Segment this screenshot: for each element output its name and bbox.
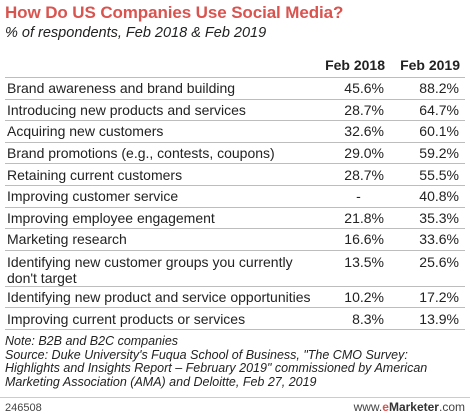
value-feb-2018: 8.3% (315, 307, 390, 330)
brand-suffix: .com (438, 400, 465, 414)
value-feb-2018: 16.6% (315, 228, 390, 251)
value-feb-2018: 45.6% (315, 77, 390, 100)
chart-id: 246508 (5, 402, 42, 414)
value-feb-2019: 60.1% (390, 120, 465, 143)
column-header-feb-2019: Feb 2019 (390, 53, 465, 78)
value-feb-2018: 32.6% (315, 120, 390, 143)
value-feb-2019: 33.6% (390, 228, 465, 251)
table-row: Brand awareness and brand building 45.6% 8… (5, 77, 465, 100)
brand-prefix: www. (353, 400, 383, 414)
notes: Note: B2B and B2C companies Source: Duke… (5, 334, 465, 389)
row-label: Introducing new products and services (5, 99, 315, 122)
table-row: Acquiring new customers 32.6% 60.1% (5, 120, 465, 143)
row-label: Acquiring new customers (5, 120, 315, 143)
value-feb-2018: 10.2% (315, 286, 390, 309)
row-label: Brand promotions (e.g., contests, coupon… (5, 142, 315, 165)
row-label: Improving current products or services (5, 307, 315, 330)
row-label: Identifying new customer groups you curr… (5, 250, 315, 287)
row-label: Marketing research (5, 228, 315, 251)
brand-logo: www.eMarketer.com (354, 400, 465, 414)
row-label: Identifying new product and service oppo… (5, 286, 315, 309)
value-feb-2018: 13.5% (315, 250, 390, 287)
column-header-feb-2018: Feb 2018 (315, 53, 390, 78)
value-feb-2018: 21.8% (315, 207, 390, 230)
value-feb-2019: 25.6% (390, 250, 465, 287)
value-feb-2019: 64.7% (390, 99, 465, 122)
note-text: Note: B2B and B2C companies (5, 334, 179, 348)
table-row: Introducing new products and services 28.… (5, 99, 465, 122)
value-feb-2018: 28.7% (315, 163, 390, 186)
brand-e: e (382, 400, 389, 414)
value-feb-2019: 17.2% (390, 286, 465, 309)
table-row: Identifying new customer groups you curr… (5, 250, 465, 287)
data-table: Feb 2018 Feb 2019 Brand awareness and br… (5, 53, 465, 330)
table-row: Improving employee engagement 21.8% 35.3% (5, 207, 465, 230)
row-label: Improving customer service (5, 185, 315, 208)
table-row: Retaining current customers 28.7% 55.5% (5, 163, 465, 186)
row-label: Brand awareness and brand building (5, 77, 315, 100)
value-feb-2019: 40.8% (390, 185, 465, 208)
value-feb-2018: - (315, 185, 390, 208)
value-feb-2019: 55.5% (390, 163, 465, 186)
chart-title: How Do US Companies Use Social Media? (5, 3, 344, 22)
chart-subtitle: % of respondents, Feb 2018 & Feb 2019 (5, 25, 267, 41)
value-feb-2019: 13.9% (390, 307, 465, 330)
value-feb-2019: 35.3% (390, 207, 465, 230)
table-row: Identifying new product and service oppo… (5, 286, 465, 309)
column-header-label (5, 53, 315, 78)
table-header-row: Feb 2018 Feb 2019 (5, 53, 465, 78)
table-row: Brand promotions (e.g., contests, coupon… (5, 142, 465, 165)
row-label: Improving employee engagement (5, 207, 315, 230)
source-text: Source: Duke University's Fuqua School o… (5, 347, 428, 389)
value-feb-2018: 29.0% (315, 142, 390, 165)
value-feb-2019: 88.2% (390, 77, 465, 100)
brand-name: Marketer (388, 400, 439, 414)
row-label: Retaining current customers (5, 163, 315, 186)
table-row: Improving current products or services 8.… (5, 307, 465, 330)
table-row: Improving customer service -40.8% (5, 185, 465, 208)
value-feb-2019: 59.2% (390, 142, 465, 165)
footer-divider (0, 397, 470, 398)
table-row: Marketing research 16.6% 33.6% (5, 228, 465, 251)
table-body: Brand awareness and brand building 45.6% 8… (5, 77, 465, 330)
value-feb-2018: 28.7% (315, 99, 390, 122)
